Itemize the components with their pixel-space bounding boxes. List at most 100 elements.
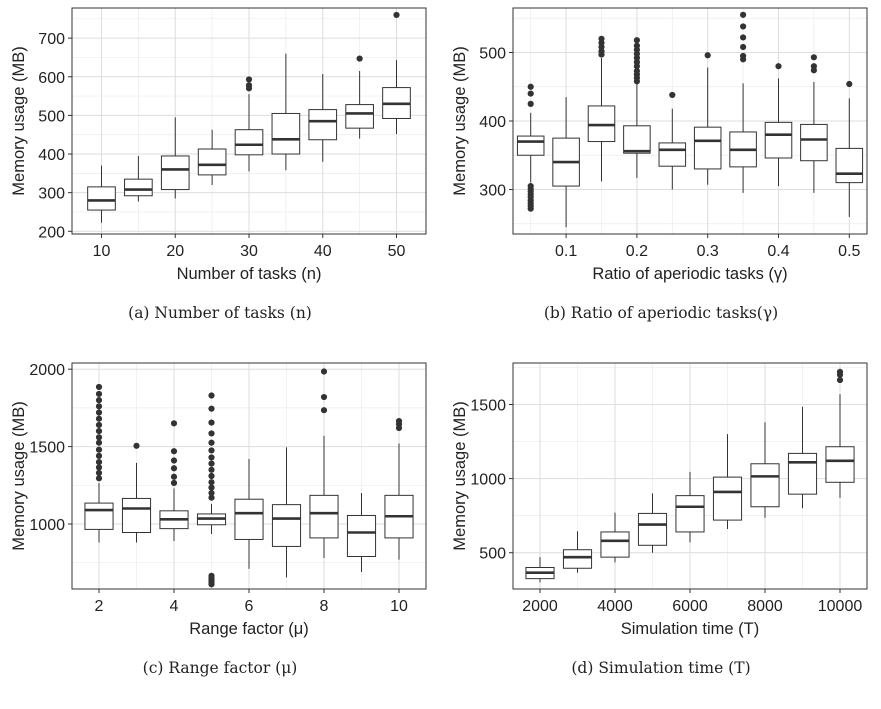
box-iqr xyxy=(121,497,152,533)
caption-b: (b) Ratio of aperiodic tasks(γ) xyxy=(543,304,779,322)
box-group xyxy=(345,55,374,139)
outlier-point xyxy=(704,52,711,59)
x-axis-label: Range factor (μ) xyxy=(189,620,309,638)
x-axis-label: Simulation time (T) xyxy=(621,620,759,638)
box-group xyxy=(658,91,687,190)
outlier-point xyxy=(95,415,103,422)
box-group xyxy=(562,531,593,573)
box-iqr xyxy=(750,463,780,508)
outlier-point xyxy=(95,383,103,391)
y-tick-label: 700 xyxy=(38,31,65,48)
box-iqr xyxy=(623,125,651,154)
x-axis-label: Ratio of aperiodic tasks (γ) xyxy=(592,265,787,283)
box-group xyxy=(623,37,651,178)
outlier-point xyxy=(95,403,103,410)
box-group xyxy=(787,406,818,509)
outlier-point xyxy=(133,442,140,449)
box-iqr xyxy=(835,147,864,184)
y-tick-label: 400 xyxy=(38,147,65,164)
outlier-point xyxy=(320,407,328,414)
outlier-point xyxy=(170,420,178,427)
x-tick-label: 4000 xyxy=(597,598,633,615)
box-group xyxy=(675,471,705,543)
outlier-point xyxy=(208,489,215,497)
y-axis-label: Memory usage (MB) xyxy=(451,401,469,550)
outlier-point xyxy=(95,421,103,429)
outlier-point xyxy=(633,42,640,49)
outlier-point xyxy=(208,419,215,426)
box-group xyxy=(693,52,722,185)
outlier-point xyxy=(95,434,103,441)
box-group xyxy=(197,129,227,185)
outlier-point xyxy=(208,405,215,412)
outlier-point xyxy=(95,464,103,471)
box-iqr xyxy=(345,104,374,129)
y-tick-label: 600 xyxy=(38,70,65,87)
x-tick-label: 10 xyxy=(93,243,111,260)
x-tick-label: 10000 xyxy=(818,598,863,615)
box-iqr xyxy=(562,549,593,569)
box-iqr xyxy=(160,155,190,191)
outlier-point xyxy=(356,55,363,62)
outlier-point xyxy=(740,23,747,30)
plot-area xyxy=(71,7,427,235)
plot-area xyxy=(512,362,868,590)
outlier-point xyxy=(245,82,253,89)
outlier-point xyxy=(95,439,103,446)
outlier-point xyxy=(208,392,215,399)
box-group xyxy=(712,434,743,529)
outlier-point xyxy=(95,446,103,453)
box-iqr xyxy=(764,121,793,159)
box-group xyxy=(552,97,580,228)
box-iqr xyxy=(124,178,153,197)
x-tick-label: 0.2 xyxy=(626,243,648,260)
outlier-point xyxy=(633,37,640,44)
box-group xyxy=(271,447,302,578)
caption-d: (d) Simulation time (T) xyxy=(571,659,751,677)
x-tick-label: 0.4 xyxy=(767,243,789,260)
outlier-point xyxy=(170,479,178,487)
outlier-point xyxy=(527,83,534,90)
x-tick-label: 0.5 xyxy=(838,243,860,260)
outlier-point xyxy=(836,368,844,375)
box-group xyxy=(384,417,414,560)
outlier-point xyxy=(208,466,215,473)
outlier-point xyxy=(208,439,215,446)
box-group xyxy=(159,420,189,542)
box-iqr xyxy=(587,105,616,143)
x-tick-label: 20 xyxy=(166,243,184,260)
box-group xyxy=(525,557,555,583)
y-axis-label: Memory usage (MB) xyxy=(10,401,28,550)
y-tick-label: 1500 xyxy=(470,397,506,414)
outlier-point xyxy=(669,91,676,99)
outlier-point xyxy=(395,417,403,425)
box-group xyxy=(825,368,855,498)
box-group xyxy=(124,155,153,202)
y-tick-label: 500 xyxy=(38,108,65,125)
box-iqr xyxy=(308,109,338,141)
box-group xyxy=(637,493,668,553)
box-iqr xyxy=(197,148,227,176)
box-iqr xyxy=(271,504,302,547)
x-tick-label: 8 xyxy=(320,598,329,615)
outlier-point xyxy=(775,63,782,70)
box-group xyxy=(764,63,793,187)
x-tick-label: 4 xyxy=(170,598,179,615)
y-tick-label: 300 xyxy=(479,182,506,199)
outlier-point xyxy=(633,67,640,75)
outlier-point xyxy=(740,11,747,18)
box-iqr xyxy=(346,514,377,557)
y-tick-label: 1500 xyxy=(29,440,65,457)
y-tick-label: 500 xyxy=(479,546,506,563)
box-iqr xyxy=(84,502,114,530)
box-group xyxy=(196,392,227,588)
boxplot-chart-d: 500 1000 1500 2000 4000 6000 8000 10000 Simulati… xyxy=(451,362,868,638)
outlier-point xyxy=(208,484,215,491)
box-group xyxy=(234,76,264,172)
box-iqr xyxy=(787,452,818,495)
outlier-point xyxy=(810,63,817,70)
boxplot-chart-c: 1000 1500 2000 2 4 6 8 10 Range factor (μ) Memory… xyxy=(10,362,427,638)
outlier-point xyxy=(95,458,103,466)
outlier-point xyxy=(245,76,253,83)
box-group xyxy=(309,368,339,559)
